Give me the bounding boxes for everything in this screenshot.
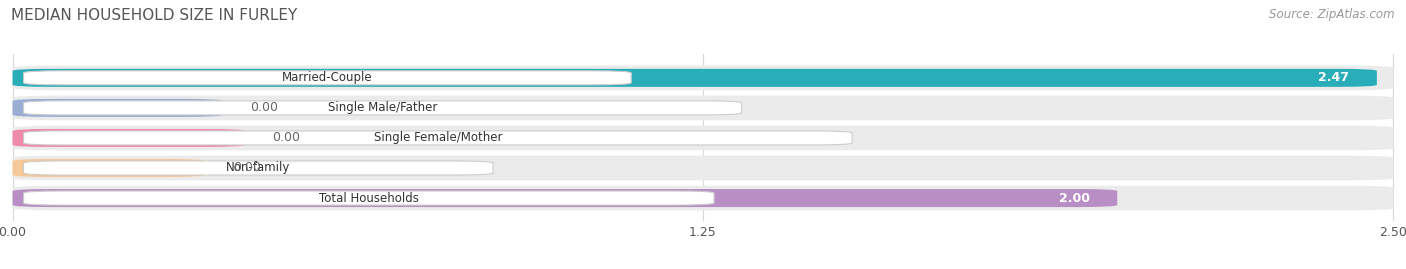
FancyBboxPatch shape [24,161,494,175]
FancyBboxPatch shape [13,126,1393,150]
FancyBboxPatch shape [24,131,852,145]
Text: 0.00: 0.00 [273,132,299,144]
FancyBboxPatch shape [24,71,631,85]
Text: Single Female/Mother: Single Female/Mother [374,132,502,144]
FancyBboxPatch shape [13,186,1393,210]
FancyBboxPatch shape [13,189,1118,207]
FancyBboxPatch shape [13,69,1376,87]
Text: MEDIAN HOUSEHOLD SIZE IN FURLEY: MEDIAN HOUSEHOLD SIZE IN FURLEY [11,8,298,23]
Text: Single Male/Father: Single Male/Father [328,101,437,114]
Text: Non-family: Non-family [226,161,291,175]
FancyBboxPatch shape [24,191,714,205]
Text: 2.00: 2.00 [1059,192,1090,204]
FancyBboxPatch shape [13,95,1393,120]
Text: Total Households: Total Households [319,192,419,204]
Text: Married-Couple: Married-Couple [283,71,373,84]
FancyBboxPatch shape [24,101,742,115]
Text: 0.00: 0.00 [250,101,278,114]
FancyBboxPatch shape [13,66,1393,90]
Text: 2.47: 2.47 [1319,71,1350,84]
FancyBboxPatch shape [13,99,222,117]
FancyBboxPatch shape [13,129,245,147]
FancyBboxPatch shape [13,159,205,177]
Text: Source: ZipAtlas.com: Source: ZipAtlas.com [1270,8,1395,21]
FancyBboxPatch shape [13,156,1393,180]
Text: 0.00: 0.00 [233,161,262,175]
